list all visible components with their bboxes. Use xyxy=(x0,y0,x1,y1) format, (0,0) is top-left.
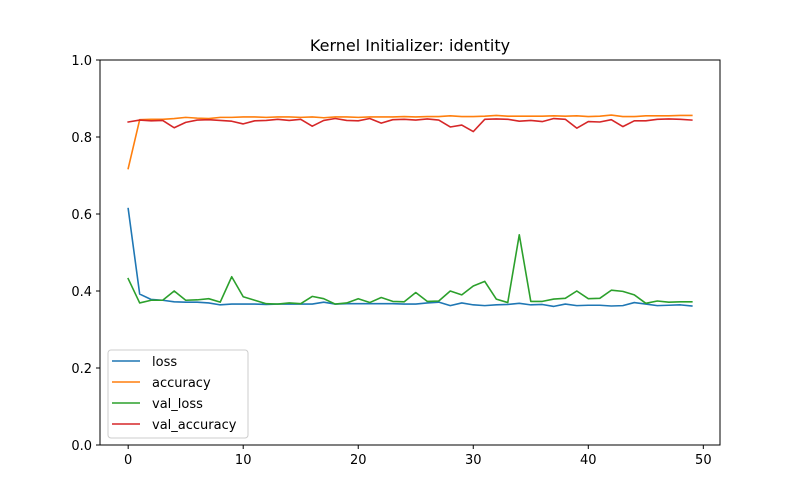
legend: loss accuracy val_loss val_accuracy xyxy=(107,349,249,439)
y-tick-label: 0.8 xyxy=(71,131,92,146)
series-line-val-accuracy xyxy=(127,117,693,133)
legend-label-val-accuracy: val_accuracy xyxy=(152,418,237,433)
x-tick-label: 30 xyxy=(465,453,482,468)
y-tick-label: 0.2 xyxy=(71,362,92,377)
x-tick-label: 40 xyxy=(580,453,597,468)
x-tick-label: 0 xyxy=(124,453,132,468)
y-tick-label: 1.0 xyxy=(71,54,92,69)
plot-area xyxy=(127,114,693,308)
series-line-loss xyxy=(127,207,693,308)
axes: 0 10 20 30 40 50 0.0 0.2 0.4 0.6 0.8 1.0 xyxy=(71,54,711,468)
y-tick-label: 0.0 xyxy=(71,439,92,454)
y-tick-label: 0.6 xyxy=(71,208,92,223)
series-line-accuracy xyxy=(127,114,693,170)
legend-label-accuracy: accuracy xyxy=(152,376,211,391)
legend-box xyxy=(107,349,249,439)
legend-label-loss: loss xyxy=(152,355,177,370)
y-tick-label: 0.4 xyxy=(71,285,92,300)
axes-frame xyxy=(99,59,721,446)
legend-label-val-loss: val_loss xyxy=(152,397,203,412)
series-line-val-loss xyxy=(127,233,693,305)
x-tick-label: 10 xyxy=(235,453,252,468)
chart-title: Kernel Initializer: identity xyxy=(310,36,510,55)
x-tick-label: 50 xyxy=(695,453,712,468)
x-tick-label: 20 xyxy=(350,453,367,468)
